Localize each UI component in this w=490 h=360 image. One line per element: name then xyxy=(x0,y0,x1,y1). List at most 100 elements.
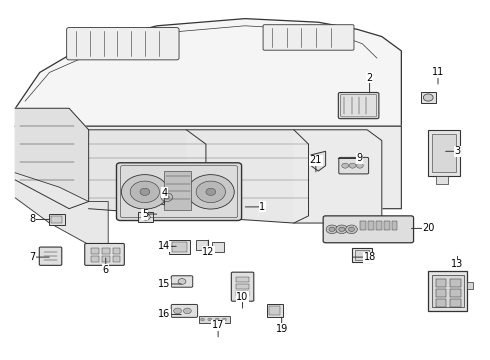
Circle shape xyxy=(336,225,347,234)
Bar xyxy=(450,289,461,297)
Circle shape xyxy=(178,279,186,284)
Bar xyxy=(450,299,461,307)
Circle shape xyxy=(130,181,159,203)
Text: 4: 4 xyxy=(161,188,168,198)
Text: 7: 7 xyxy=(29,252,36,262)
FancyBboxPatch shape xyxy=(171,276,193,287)
Bar xyxy=(164,171,191,211)
Bar xyxy=(436,289,446,297)
Bar xyxy=(169,240,190,254)
Circle shape xyxy=(349,163,356,168)
Circle shape xyxy=(222,318,226,321)
Bar xyxy=(432,134,456,172)
FancyBboxPatch shape xyxy=(263,25,354,50)
Circle shape xyxy=(183,308,191,314)
Bar xyxy=(467,282,473,289)
Text: 14: 14 xyxy=(158,241,171,251)
Bar xyxy=(198,316,230,323)
Bar xyxy=(91,256,99,262)
Circle shape xyxy=(156,189,177,205)
Bar xyxy=(212,242,224,252)
Bar xyxy=(428,271,467,311)
Text: 17: 17 xyxy=(212,320,224,330)
Polygon shape xyxy=(311,151,326,171)
Bar xyxy=(113,248,121,254)
Circle shape xyxy=(423,94,433,101)
Text: 3: 3 xyxy=(455,146,461,156)
Text: 9: 9 xyxy=(357,153,363,163)
Text: 12: 12 xyxy=(202,247,215,257)
Text: 19: 19 xyxy=(275,324,288,334)
Text: 15: 15 xyxy=(158,279,171,289)
Circle shape xyxy=(164,195,169,199)
Polygon shape xyxy=(186,130,309,223)
Polygon shape xyxy=(15,126,401,216)
Bar xyxy=(139,212,153,222)
Circle shape xyxy=(196,181,225,203)
Bar xyxy=(436,176,448,184)
Bar xyxy=(196,240,208,250)
FancyBboxPatch shape xyxy=(117,163,242,221)
Bar xyxy=(392,221,397,230)
Text: 10: 10 xyxy=(237,292,249,302)
Bar xyxy=(421,92,436,103)
Circle shape xyxy=(345,225,357,234)
Text: 1: 1 xyxy=(259,202,265,212)
Bar xyxy=(236,284,249,289)
Circle shape xyxy=(208,318,212,321)
Polygon shape xyxy=(294,130,382,223)
Circle shape xyxy=(215,318,219,321)
Circle shape xyxy=(342,163,348,168)
Bar xyxy=(352,248,372,262)
Text: 6: 6 xyxy=(103,265,109,275)
Bar xyxy=(267,304,283,318)
Text: 20: 20 xyxy=(422,224,435,233)
Circle shape xyxy=(206,188,216,195)
Circle shape xyxy=(187,175,234,209)
Bar xyxy=(436,299,446,307)
FancyBboxPatch shape xyxy=(323,216,414,243)
Bar xyxy=(49,214,65,225)
Polygon shape xyxy=(15,19,401,126)
Polygon shape xyxy=(89,130,206,216)
Circle shape xyxy=(200,318,204,321)
Circle shape xyxy=(348,227,354,231)
Bar xyxy=(91,248,99,254)
FancyBboxPatch shape xyxy=(39,247,62,265)
Circle shape xyxy=(140,188,150,195)
Bar xyxy=(172,242,187,252)
Bar xyxy=(368,221,374,230)
FancyBboxPatch shape xyxy=(339,157,368,174)
Bar xyxy=(376,221,382,230)
Bar xyxy=(436,279,446,287)
Bar xyxy=(270,306,280,315)
Bar xyxy=(102,256,110,262)
Bar xyxy=(384,221,390,230)
Circle shape xyxy=(356,163,363,168)
Bar xyxy=(432,275,464,307)
Text: 13: 13 xyxy=(451,259,464,269)
Circle shape xyxy=(161,193,172,202)
Text: 18: 18 xyxy=(364,252,376,262)
Polygon shape xyxy=(15,173,108,244)
Bar xyxy=(360,221,366,230)
Bar xyxy=(113,256,121,262)
FancyBboxPatch shape xyxy=(171,305,197,318)
Text: 11: 11 xyxy=(432,67,444,77)
Text: 5: 5 xyxy=(142,209,148,219)
Circle shape xyxy=(326,225,338,234)
Text: 21: 21 xyxy=(310,155,322,165)
Text: 16: 16 xyxy=(158,310,171,319)
Bar xyxy=(236,291,249,296)
Bar xyxy=(450,279,461,287)
Bar xyxy=(355,250,369,260)
FancyBboxPatch shape xyxy=(338,93,379,119)
Text: 2: 2 xyxy=(367,73,373,83)
Circle shape xyxy=(173,308,181,314)
Text: 8: 8 xyxy=(29,215,35,224)
Polygon shape xyxy=(15,108,89,209)
Circle shape xyxy=(329,227,335,231)
Bar xyxy=(428,130,460,176)
Circle shape xyxy=(122,175,168,209)
Bar xyxy=(51,216,62,223)
